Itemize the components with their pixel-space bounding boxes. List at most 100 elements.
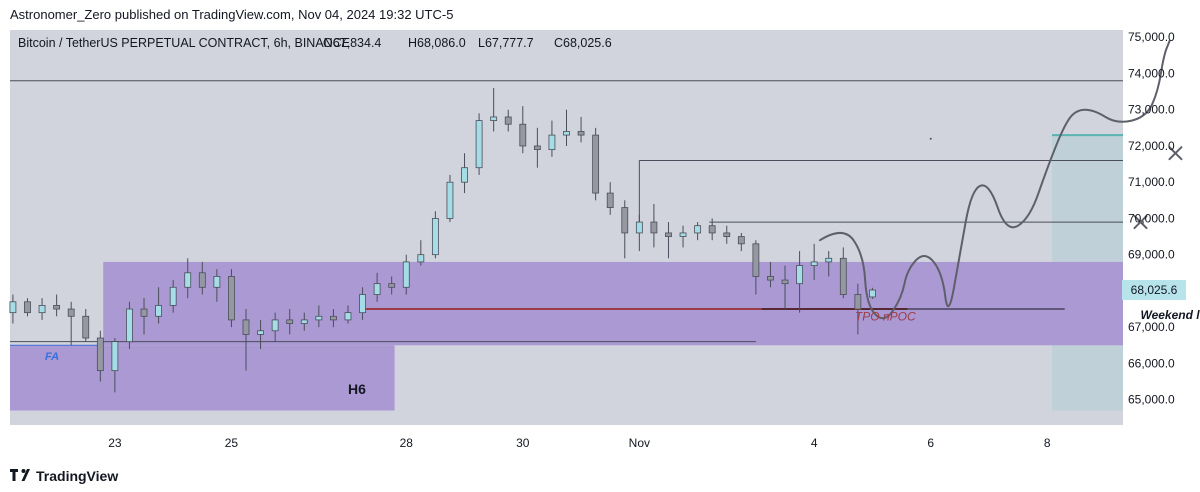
time-tick-label: 23: [108, 436, 122, 450]
candle-down: [533, 145, 541, 150]
candle-down: [504, 116, 512, 125]
candle-down: [708, 225, 716, 234]
candle-up: [402, 261, 410, 288]
candle-up: [810, 261, 818, 266]
candle-up: [446, 181, 454, 219]
candle-up: [475, 120, 483, 169]
candle-up: [373, 283, 381, 295]
candle-up: [344, 312, 352, 321]
time-tick-label: Nov: [629, 436, 650, 450]
candle-up: [548, 134, 556, 150]
candle-down: [519, 123, 527, 147]
candle-down: [388, 283, 396, 288]
candle-up: [825, 257, 833, 263]
price-tick-label: 70,000.0: [1128, 211, 1175, 225]
footer-brand: TradingView: [36, 468, 119, 484]
candle-down: [621, 207, 629, 234]
candle-down: [767, 276, 774, 281]
candle-down: [67, 308, 75, 317]
candle-down: [53, 305, 61, 310]
price-axis[interactable]: 75,000.0 74,000.0 73,000.0 72,000.0 71,000.0…: [1128, 30, 1175, 406]
x-mark: [1133, 215, 1148, 230]
candle-down: [781, 279, 789, 285]
candle-down: [854, 294, 862, 310]
h6-zone: [10, 345, 395, 411]
candle-up: [300, 319, 308, 324]
candle-up: [635, 221, 643, 234]
candle-up: [271, 319, 279, 332]
tradingview-logo-icon: [10, 469, 30, 481]
time-tick-label: 8: [1044, 436, 1051, 450]
time-tick-label: 30: [516, 436, 530, 450]
symbol-info: Bitcoin / TetherUS PERPETUAL CONTRACT, 6…: [18, 36, 612, 50]
ohlc-open: O67,834.4: [323, 36, 381, 50]
candle-down: [606, 192, 614, 208]
ohlc-low: L67,777.7: [478, 36, 534, 50]
price-tick-label: 72,000.0: [1128, 139, 1175, 153]
candle-down: [82, 315, 90, 339]
candle-down: [286, 319, 294, 324]
candle-down: [737, 236, 745, 245]
candle-up: [213, 276, 221, 288]
candle-up: [9, 301, 17, 314]
last-price-badge: 68,025.6: [1122, 279, 1186, 300]
candle-down: [665, 232, 672, 237]
price-tick-label: 75,000.0: [1128, 30, 1175, 44]
candle-up: [126, 308, 133, 343]
chart-annotation: FA: [45, 351, 59, 363]
candle-up: [155, 305, 162, 317]
price-tick-label: 71,000.0: [1128, 175, 1175, 189]
candle-up: [38, 305, 46, 314]
candle-up: [869, 289, 876, 298]
candle-up: [315, 315, 323, 321]
candle-down: [242, 319, 250, 335]
candle-down: [140, 308, 148, 317]
price-tick-label: 73,000.0: [1128, 103, 1175, 117]
candle-up: [257, 330, 264, 335]
time-axis[interactable]: 23252830Nov468111315: [108, 436, 1200, 450]
price-tick-label: 74,000.0: [1128, 66, 1175, 80]
price-tick-label: 65,000.0: [1128, 393, 1175, 407]
candle-up: [111, 341, 119, 372]
candle-up: [796, 265, 803, 285]
time-tick-label: 6: [927, 436, 934, 450]
candle-down: [839, 257, 847, 295]
candle-up: [679, 232, 687, 237]
chart-annotation: TPO nPOC: [855, 310, 916, 324]
candle-down: [592, 134, 600, 194]
candle-up: [563, 131, 570, 136]
candle-down: [723, 232, 731, 237]
candle-up: [184, 272, 192, 288]
publisher-line: Astronomer_Zero published on TradingView…: [10, 7, 454, 22]
candle-up: [417, 254, 425, 263]
price-tick-label: 67,000.0: [1128, 320, 1175, 334]
candle-up: [461, 167, 468, 183]
candle-up: [490, 116, 498, 121]
candle-up: [359, 294, 366, 314]
time-tick-label: 28: [400, 436, 414, 450]
candle-down: [752, 243, 760, 277]
ohlc-high: H68,086.0: [408, 36, 466, 50]
candle-down: [330, 315, 337, 321]
symbol-name: Bitcoin / TetherUS PERPETUAL CONTRACT, 6…: [18, 36, 350, 50]
candle-down: [650, 221, 658, 234]
candle-up: [169, 286, 177, 306]
dot-mark: [929, 137, 932, 140]
candle-down: [577, 131, 585, 136]
candle-down: [198, 272, 206, 288]
price-tick-label: 69,000.0: [1128, 248, 1175, 262]
price-tick-label: 66,000.0: [1128, 356, 1175, 370]
projection-path: [818, 39, 1171, 320]
candle-down: [96, 337, 104, 372]
h6-zone: [103, 261, 1124, 346]
chart-annotation: Weekend lows: [1140, 308, 1200, 322]
candle-down: [228, 276, 235, 321]
candle-up: [694, 225, 702, 234]
candle-up: [431, 218, 439, 256]
time-tick-label: 4: [811, 436, 818, 450]
chart-annotation: H6: [348, 381, 366, 397]
last-price-label: 68,025.6: [1131, 283, 1178, 297]
ohlc-close: C68,025.6: [554, 36, 612, 50]
x-mark: [1168, 146, 1183, 161]
